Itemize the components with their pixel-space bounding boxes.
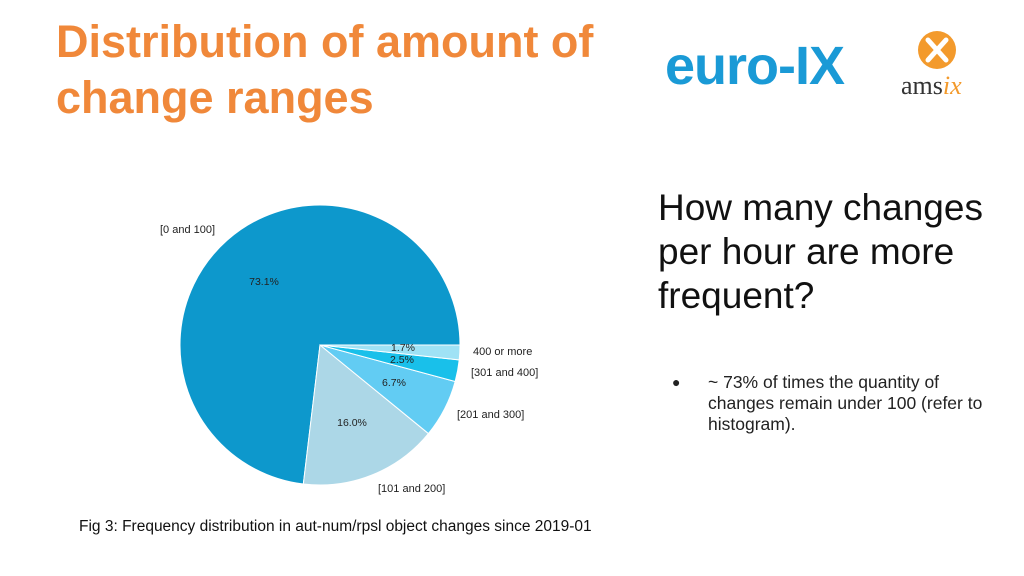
logo-group: euro-IX amsix	[665, 30, 985, 105]
ams-ix-logo-suffix: ix	[942, 71, 962, 100]
figure-caption: Fig 3: Frequency distribution in aut-num…	[79, 518, 592, 535]
bullet-point: ● ~ 73% of times the quantity of changes…	[672, 372, 992, 435]
ams-ix-logo: amsix	[901, 72, 962, 100]
slice-percent-label: 16.0%	[337, 417, 367, 429]
question-text: How many changes per hour are more frequ…	[658, 187, 983, 316]
slice-percent-label: 6.7%	[382, 377, 406, 389]
slice-percent-label: 2.5%	[390, 354, 414, 366]
bullet-marker: ●	[672, 374, 681, 390]
slice-percent-label: 73.1%	[249, 276, 279, 288]
bullet-text: ~ 73% of times the quantity of changes r…	[708, 372, 983, 434]
slice-label: 400 or more	[473, 346, 532, 358]
slice-percent-label: 1.7%	[391, 342, 415, 354]
euro-ix-logo: euro-IX	[665, 36, 845, 96]
ams-ix-logo-prefix: ams	[901, 71, 943, 100]
pie-slice	[302, 344, 430, 486]
slice-label: [0 and 100]	[160, 224, 215, 236]
slice-label: [301 and 400]	[471, 367, 538, 379]
slice-label: [101 and 200]	[378, 483, 445, 495]
pie-slice	[319, 344, 461, 361]
ams-ix-x-icon	[918, 31, 956, 69]
slice-label: [201 and 300]	[457, 409, 524, 421]
slide-title: Distribution of amount of change ranges	[56, 16, 594, 123]
pie-chart: [0 and 100] 73.1% [101 and 200] 16.0% [201 a…	[160, 204, 538, 495]
